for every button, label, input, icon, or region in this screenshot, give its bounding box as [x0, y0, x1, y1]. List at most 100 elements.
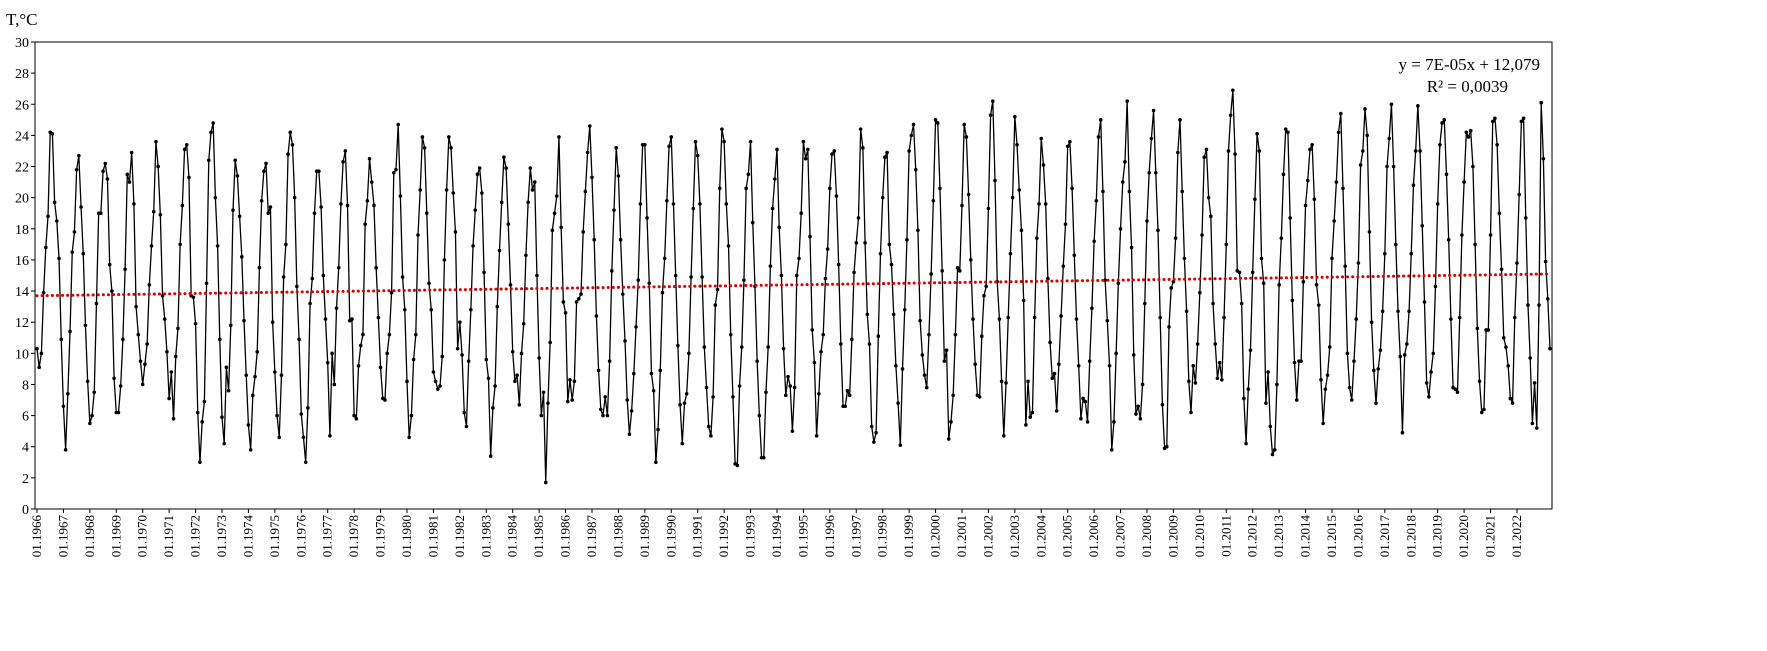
x-tick-label: 01.2005 — [1060, 515, 1075, 557]
data-point — [1512, 315, 1517, 320]
data-point — [1019, 228, 1024, 233]
data-point — [1453, 387, 1458, 391]
data-point — [687, 351, 691, 356]
data-point — [905, 237, 909, 242]
data-point — [913, 167, 918, 172]
data-point — [781, 346, 786, 351]
data-point — [746, 172, 751, 177]
data-point — [317, 169, 321, 173]
data-point — [541, 390, 546, 395]
data-point — [1288, 216, 1292, 220]
data-point — [374, 265, 378, 270]
data-point — [1286, 130, 1290, 135]
data-point — [59, 337, 64, 342]
data-point — [1107, 363, 1112, 368]
data-point — [980, 334, 984, 339]
data-point — [1136, 404, 1140, 409]
data-point — [242, 318, 246, 323]
data-point — [828, 186, 832, 191]
data-point — [1079, 416, 1083, 421]
data-point — [363, 222, 367, 226]
data-point — [332, 382, 337, 387]
data-point — [378, 365, 383, 370]
data-point — [1193, 381, 1198, 385]
data-point — [1537, 303, 1541, 307]
data-point — [41, 290, 46, 295]
x-tick-label: 01.2017 — [1377, 515, 1392, 558]
data-point — [1299, 359, 1303, 363]
data-point — [1376, 367, 1381, 371]
data-point — [924, 385, 929, 390]
data-point — [1054, 409, 1059, 413]
data-point — [1477, 379, 1482, 384]
data-point — [951, 393, 955, 398]
data-point — [422, 146, 427, 150]
y-axis-label: T,°C — [6, 10, 38, 29]
data-point — [806, 147, 810, 152]
data-point — [310, 276, 315, 281]
data-point — [402, 307, 407, 312]
x-tick-label: 01.2020 — [1456, 515, 1471, 557]
data-point — [629, 409, 634, 413]
data-point — [268, 205, 273, 209]
data-point — [1314, 283, 1319, 287]
data-point — [1387, 136, 1392, 141]
data-point — [559, 225, 563, 230]
data-point — [132, 202, 136, 206]
data-point — [713, 303, 718, 307]
data-point — [180, 203, 185, 208]
data-point — [946, 437, 951, 441]
data-point — [955, 265, 960, 270]
data-point — [1541, 156, 1546, 161]
data-point — [1310, 142, 1314, 147]
data-point — [292, 195, 297, 200]
y-tick-label: 24 — [15, 129, 29, 144]
data-point — [834, 194, 839, 198]
data-point — [191, 295, 196, 300]
data-point — [764, 390, 768, 395]
data-point — [1438, 142, 1442, 147]
data-point — [649, 371, 654, 376]
data-point — [345, 203, 350, 208]
data-point — [521, 321, 526, 326]
data-point — [929, 272, 933, 276]
data-point — [147, 283, 152, 287]
data-point — [112, 376, 116, 381]
data-point — [1341, 186, 1345, 191]
data-point — [215, 244, 220, 248]
data-point — [876, 334, 881, 339]
data-point — [539, 413, 544, 418]
x-tick-label: 01.1982 — [452, 515, 467, 557]
data-point — [70, 250, 75, 254]
data-point — [1189, 410, 1193, 415]
data-point — [706, 424, 711, 429]
data-point — [1301, 279, 1306, 284]
data-point — [1087, 359, 1092, 363]
data-point — [1142, 301, 1147, 306]
x-tick-label: 01.1980 — [399, 515, 414, 557]
data-point — [949, 420, 953, 424]
data-point — [1178, 118, 1182, 122]
data-point — [1061, 264, 1066, 268]
data-point — [1497, 211, 1502, 216]
data-point — [792, 385, 797, 390]
data-point — [825, 247, 830, 251]
data-point — [612, 208, 616, 212]
x-tick-label: 01.1990 — [663, 515, 678, 557]
data-point — [1052, 371, 1057, 376]
data-point — [568, 378, 572, 382]
data-point — [645, 216, 649, 220]
data-point — [253, 374, 257, 379]
data-point — [1391, 164, 1396, 169]
data-point — [1065, 144, 1070, 149]
data-point — [964, 135, 969, 139]
data-point — [343, 149, 348, 153]
x-tick-label: 01.1998 — [875, 515, 890, 557]
data-point — [367, 156, 372, 161]
plot-area-frame — [34, 41, 1553, 510]
data-point — [537, 356, 541, 360]
data-point — [451, 191, 456, 195]
data-point — [202, 399, 207, 404]
x-tick-label: 01.2021 — [1483, 515, 1498, 557]
data-point — [1217, 360, 1222, 365]
